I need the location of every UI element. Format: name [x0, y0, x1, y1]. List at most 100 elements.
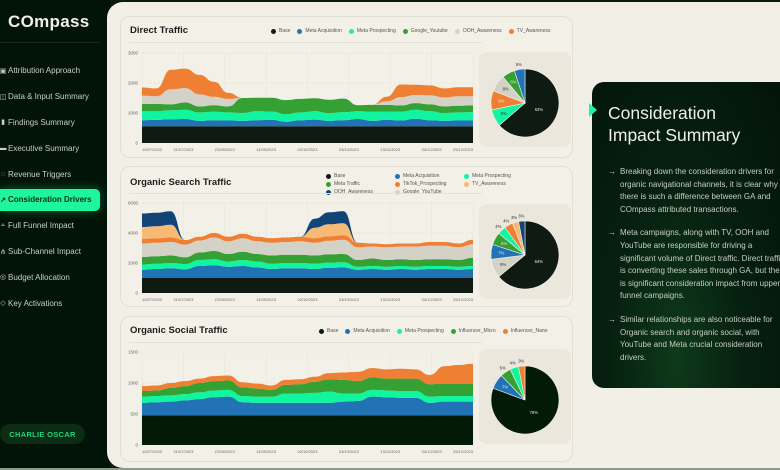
x-tick-label: 11/09/2023 — [256, 449, 276, 454]
legend-swatch — [348, 28, 354, 34]
legend-item[interactable]: Influencer_Nano — [502, 327, 548, 335]
legend-item[interactable]: TV_Awareness — [464, 180, 526, 188]
pie-label: 5% — [500, 366, 506, 371]
legend-item[interactable]: Meta Prospecting — [348, 27, 396, 35]
x-tick-label: 11/09/2023 — [256, 147, 276, 152]
area-series-base — [142, 415, 473, 445]
sidebar-item-label: Sub-Channel Impact — [8, 247, 81, 257]
pie-label: 4% — [503, 218, 509, 223]
x-tick-label: 31/07/2023 — [173, 297, 194, 302]
legend-label: OOH_Awareness — [462, 28, 502, 34]
sidebar-item-data-input-summary[interactable]: ◫ Data & Input Summary — [0, 84, 100, 110]
legend-item[interactable]: OOH_Awareness — [326, 188, 388, 196]
area-series-influencer-micro — [142, 377, 473, 397]
sidebar-item-budget-allocation[interactable]: ◎ Budget Allocation — [0, 265, 100, 291]
pie-label: 79% — [530, 410, 539, 415]
area-chart: 0 500 1000 1500 10/07/2023 31/07/2023 21/08/20… — [128, 350, 474, 455]
area-series-tiktok-prospecting — [142, 233, 473, 248]
legend-label: TV_Awareness — [472, 181, 506, 187]
legend-item[interactable]: Influencer_Micro — [450, 327, 496, 335]
legend-swatch — [326, 181, 331, 187]
summary-bullets: → Breaking down the consideration driver… — [608, 166, 780, 375]
legend-label: Meta Acquisition — [353, 328, 390, 334]
pie-label: 8% — [501, 111, 507, 116]
area-series-meta-prospecting — [142, 389, 473, 403]
pie-slice-influencer-nano — [518, 365, 526, 401]
legend-item[interactable]: Base — [319, 327, 338, 335]
legend-label: TV_Awareness — [516, 28, 551, 34]
double-chevron-right-icon — [583, 102, 597, 118]
legend-item[interactable]: OOH_Awareness — [454, 27, 502, 35]
sidebar-item-label: Key Activations — [8, 298, 63, 308]
area-series-meta-prospecting — [142, 259, 473, 270]
pie-label: 7% — [502, 385, 508, 390]
x-tick-label: 31/07/2023 — [173, 449, 194, 454]
funnel-icon: ⩡ — [1, 221, 5, 229]
legend-item[interactable]: Meta Prospecting — [396, 327, 444, 335]
legend-item[interactable]: Meta Traffic — [326, 180, 388, 188]
legend-item[interactable]: TV_Awareness — [508, 27, 551, 35]
legend-label: TikTok_Prospecting — [403, 181, 447, 187]
sidebar-nav: ▣ Attribution Approach ◫ Data & Input Summa… — [0, 58, 100, 316]
area-series-google-youtube — [142, 237, 473, 260]
sidebar-item-executive-summary[interactable]: ▬ Executive Summary — [0, 135, 100, 161]
legend-item[interactable]: Base — [271, 27, 290, 35]
legend-item[interactable]: Meta Acquisition — [395, 172, 457, 180]
sidebar-divider — [0, 42, 100, 43]
pie-slice-meta-acquisition — [514, 68, 526, 104]
legend-item[interactable]: TikTok_Prospecting — [395, 180, 457, 188]
card-divider — [129, 42, 482, 43]
area-chart: 0 2000 4000 6000 10/07/2023 31/07/2023 21/08/2… — [128, 201, 474, 303]
sidebar-item-full-funnel-impact[interactable]: ⩡ Full Funnel Impact — [0, 213, 100, 239]
legend-item[interactable]: Meta Acquisition — [297, 27, 342, 35]
legend-swatch — [345, 328, 351, 334]
legend-label: Meta Acquisition — [305, 28, 342, 34]
x-tick-label: 13/11/2023 — [380, 297, 400, 302]
legend-label: Meta Traffic — [334, 181, 361, 187]
x-tick-label: 25/12/2023 — [453, 147, 474, 152]
pie-label: 9% — [500, 262, 506, 267]
target-icon: ◇ — [0, 300, 6, 308]
sidebar-item-label: Data & Input Summary — [8, 92, 89, 102]
arrow-right-icon: → — [608, 167, 616, 176]
pie-chart: 79% 7% 5% 4% 3% — [490, 359, 560, 435]
legend-item[interactable]: Google_Youtube — [402, 27, 448, 35]
sidebar-item-attribution-approach[interactable]: ▣ Attribution Approach — [0, 58, 100, 84]
sidebar-item-findings-summary[interactable]: ▮ Findings Summary — [0, 110, 100, 136]
y-tick-label: 500 — [130, 412, 138, 417]
legend-swatch — [464, 173, 469, 179]
sidebar-item-revenue-triggers[interactable]: ◌ Revenue Triggers — [0, 161, 100, 187]
y-tick-label: 0 — [135, 291, 138, 296]
sidebar-item-consideration-drivers[interactable]: ↗ Consideration Drivers — [0, 188, 100, 211]
app-logo: COmpass — [8, 12, 90, 31]
legend-label: Base — [279, 28, 291, 34]
legend-label: Google_YouTube — [403, 189, 442, 195]
arrow-right-icon: → — [608, 228, 616, 238]
x-tick-label: 25/12/2023 — [453, 297, 474, 302]
user-profile-button[interactable]: CHARLIE OSCAR — [0, 424, 85, 444]
x-tick-label: 31/07/2023 — [173, 147, 194, 152]
card-title: Direct Traffic — [130, 25, 189, 36]
bar-chart-icon: ▮ — [1, 119, 5, 127]
sidebar-item-label: Full Funnel Impact — [8, 221, 74, 231]
legend-swatch — [395, 181, 400, 187]
legend-label: Influencer_Nano — [510, 328, 548, 334]
area-chart: 0 1000 2000 3000 10/07/2023 31/07/2023 21/08/2… — [128, 51, 474, 153]
bullet-text: Breaking down the consideration drivers … — [620, 167, 778, 214]
pie-label: 8% — [503, 87, 509, 92]
sidebar-item-key-activations[interactable]: ◇ Key Activations — [0, 290, 100, 316]
pie-label: 3% — [518, 359, 524, 364]
sidebar-item-sub-channel-impact[interactable]: ⋔ Sub-Channel Impact — [0, 239, 100, 265]
legend-swatch — [326, 189, 331, 195]
legend-item[interactable]: Google_YouTube — [395, 188, 457, 196]
card-divider — [129, 342, 482, 343]
area-series-meta-prospecting — [142, 109, 473, 122]
pie-chart: 63%8%9%8%6%5% — [490, 62, 560, 138]
legend-item[interactable]: Meta Prospecting — [464, 172, 526, 180]
area-series-ooh-awareness — [142, 211, 473, 245]
pie-label: 3% — [518, 214, 524, 219]
legend-item[interactable]: Meta Acquisition — [345, 327, 390, 335]
y-tick-label: 2000 — [128, 261, 139, 266]
legend-item[interactable]: Base — [326, 172, 388, 180]
x-tick-label: 13/11/2023 — [380, 449, 400, 454]
